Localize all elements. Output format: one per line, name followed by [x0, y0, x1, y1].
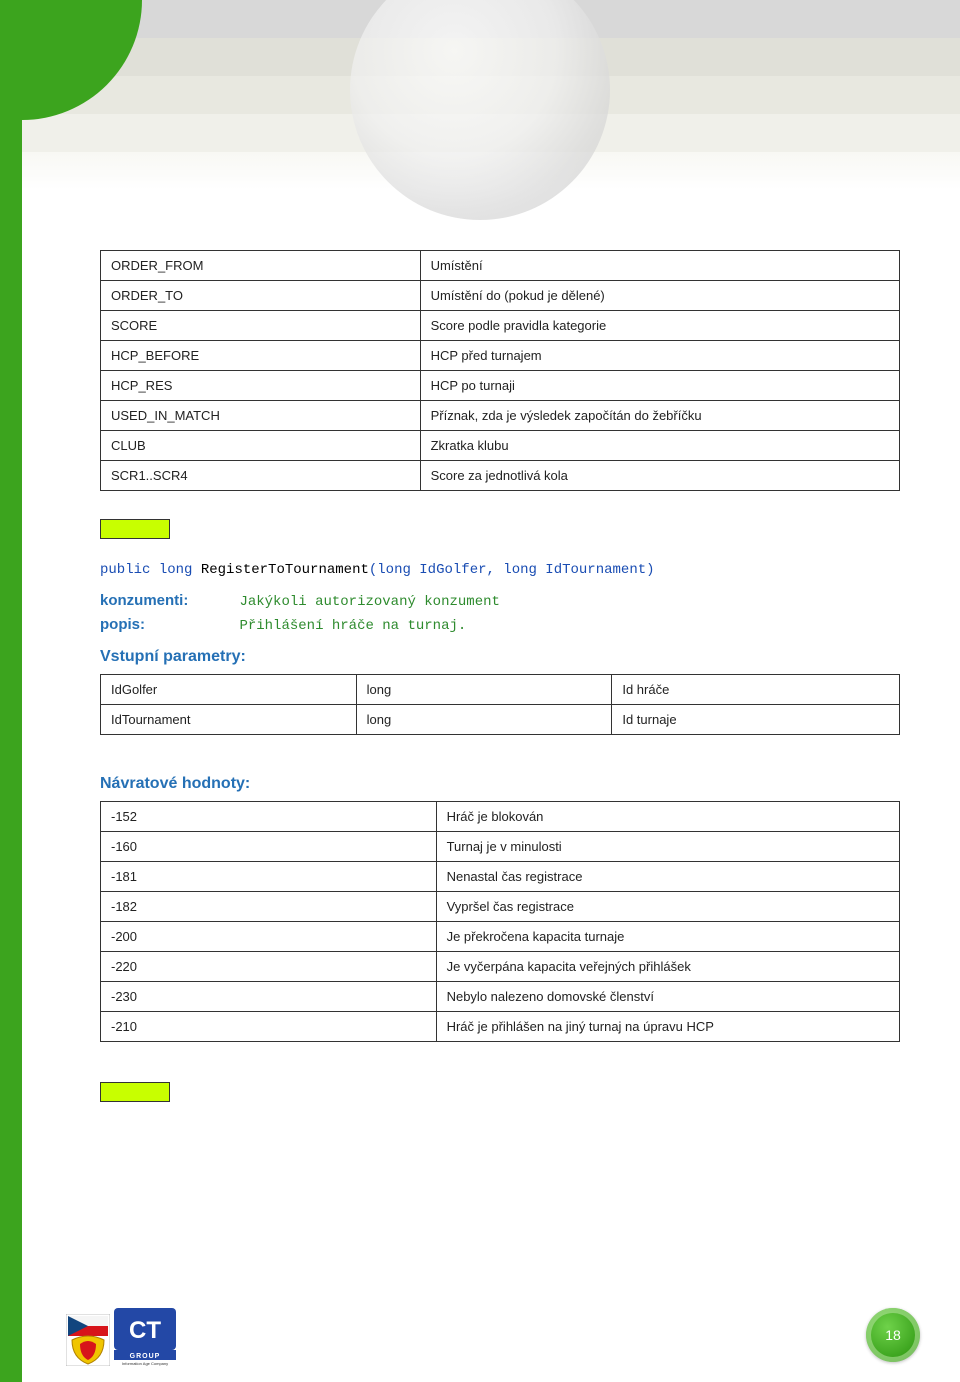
popis-value: Přihlášení hráče na turnaj.: [239, 618, 466, 634]
table-row: -152Hráč je blokován: [101, 802, 900, 832]
field-desc-cell: HCP před turnajem: [420, 341, 899, 371]
table-row: SCR1..SCR4Score za jednotlivá kola: [101, 461, 900, 491]
page-left-border: [0, 0, 22, 1382]
field-name-cell: ORDER_FROM: [101, 251, 421, 281]
param-name-cell: IdTournament: [101, 705, 357, 735]
svg-text:CT: CT: [129, 1317, 161, 1344]
return-desc-cell: Turnaj je v minulosti: [436, 832, 899, 862]
field-desc-cell: Score podle pravidla kategorie: [420, 311, 899, 341]
highlight-bar-bottom: [100, 1082, 170, 1102]
table-row: IdTournamentlongId turnaje: [101, 705, 900, 735]
table-row: -182Vypršel čas registrace: [101, 892, 900, 922]
header-corner-decoration: [22, 0, 142, 120]
return-code-cell: -181: [101, 862, 437, 892]
field-desc-cell: Příznak, zda je výsledek započítán do že…: [420, 401, 899, 431]
table-row: ORDER_TOUmístění do (pokud je dělené): [101, 281, 900, 311]
field-desc-cell: Umístění do (pokud je dělené): [420, 281, 899, 311]
field-name-cell: SCR1..SCR4: [101, 461, 421, 491]
field-name-cell: SCORE: [101, 311, 421, 341]
return-code-cell: -210: [101, 1012, 437, 1042]
param-desc-cell: Id hráče: [612, 675, 900, 705]
popis-row: popis: Přihlášení hráče na turnaj.: [100, 616, 900, 634]
inputs-table: IdGolferlongId hráčeIdTournamentlongId t…: [100, 674, 900, 735]
table-row: -160Turnaj je v minulosti: [101, 832, 900, 862]
field-desc-cell: Umístění: [420, 251, 899, 281]
table-row: -230Nebylo nalezeno domovské členství: [101, 982, 900, 1012]
field-name-cell: ORDER_TO: [101, 281, 421, 311]
svg-text:GROUP: GROUP: [130, 1353, 161, 1360]
return-desc-cell: Hráč je přihlášen na jiný turnaj na úpra…: [436, 1012, 899, 1042]
param-type-cell: long: [356, 705, 612, 735]
param-name-cell: IdGolfer: [101, 675, 357, 705]
header-golfball-decoration: [350, 0, 610, 220]
ct-group-logo-icon: CT GROUP Information Age Company: [114, 1308, 176, 1366]
konzumenti-row: konzumenti: Jakýkoli autorizovaný konzum…: [100, 592, 900, 610]
method-params: (long IdGolfer, long IdTournament): [369, 562, 655, 578]
table-row: USED_IN_MATCHPříznak, zda je výsledek za…: [101, 401, 900, 431]
return-desc-cell: Je vyčerpána kapacita veřejných přihláše…: [436, 952, 899, 982]
field-name-cell: CLUB: [101, 431, 421, 461]
return-code-cell: -160: [101, 832, 437, 862]
table-row: -220Je vyčerpána kapacita veřejných přih…: [101, 952, 900, 982]
method-signature: public long RegisterToTournament(long Id…: [100, 562, 900, 578]
field-desc-cell: Zkratka klubu: [420, 431, 899, 461]
highlight-bar: [100, 519, 170, 539]
field-desc-cell: HCP po turnaji: [420, 371, 899, 401]
page-content: ORDER_FROMUmístěníORDER_TOUmístění do (p…: [100, 250, 900, 1117]
konzumenti-value: Jakýkoli autorizovaný konzument: [239, 594, 499, 610]
return-code-cell: -182: [101, 892, 437, 922]
return-code-cell: -152: [101, 802, 437, 832]
field-desc-cell: Score za jednotlivá kola: [420, 461, 899, 491]
table-row: HCP_RESHCP po turnaji: [101, 371, 900, 401]
table-row: -200Je překročena kapacita turnaje: [101, 922, 900, 952]
returns-title: Návratové hodnoty:: [100, 775, 900, 793]
return-desc-cell: Hráč je blokován: [436, 802, 899, 832]
field-name-cell: HCP_RES: [101, 371, 421, 401]
popis-label: popis:: [100, 616, 235, 633]
fields-table: ORDER_FROMUmístěníORDER_TOUmístění do (p…: [100, 250, 900, 491]
keyword-public: public: [100, 562, 150, 578]
page-header-banner: [22, 0, 960, 190]
return-desc-cell: Nenastal čas registrace: [436, 862, 899, 892]
page-number-badge: 18: [866, 1308, 920, 1362]
returns-table: -152Hráč je blokován-160Turnaj je v minu…: [100, 801, 900, 1042]
method-name: RegisterToTournament: [201, 562, 369, 578]
page-number: 18: [885, 1327, 901, 1343]
table-row: -210Hráč je přihlášen na jiný turnaj na …: [101, 1012, 900, 1042]
param-type-cell: long: [356, 675, 612, 705]
table-row: ORDER_FROMUmístění: [101, 251, 900, 281]
field-name-cell: USED_IN_MATCH: [101, 401, 421, 431]
param-desc-cell: Id turnaje: [612, 705, 900, 735]
page-footer: CT GROUP Information Age Company 18: [60, 1288, 920, 1368]
return-desc-cell: Je překročena kapacita turnaje: [436, 922, 899, 952]
svg-text:Information Age Company: Information Age Company: [122, 1361, 168, 1366]
table-row: IdGolferlongId hráče: [101, 675, 900, 705]
return-code-cell: -230: [101, 982, 437, 1012]
table-row: HCP_BEFOREHCP před turnajem: [101, 341, 900, 371]
table-row: CLUBZkratka klubu: [101, 431, 900, 461]
field-name-cell: HCP_BEFORE: [101, 341, 421, 371]
inputs-title: Vstupní parametry:: [100, 648, 900, 666]
czech-golf-federation-logo-icon: [66, 1314, 110, 1366]
return-desc-cell: Vypršel čas registrace: [436, 892, 899, 922]
table-row: SCOREScore podle pravidla kategorie: [101, 311, 900, 341]
return-code-cell: -220: [101, 952, 437, 982]
keyword-type: long: [159, 562, 193, 578]
konzumenti-label: konzumenti:: [100, 592, 235, 609]
return-code-cell: -200: [101, 922, 437, 952]
table-row: -181Nenastal čas registrace: [101, 862, 900, 892]
return-desc-cell: Nebylo nalezeno domovské členství: [436, 982, 899, 1012]
